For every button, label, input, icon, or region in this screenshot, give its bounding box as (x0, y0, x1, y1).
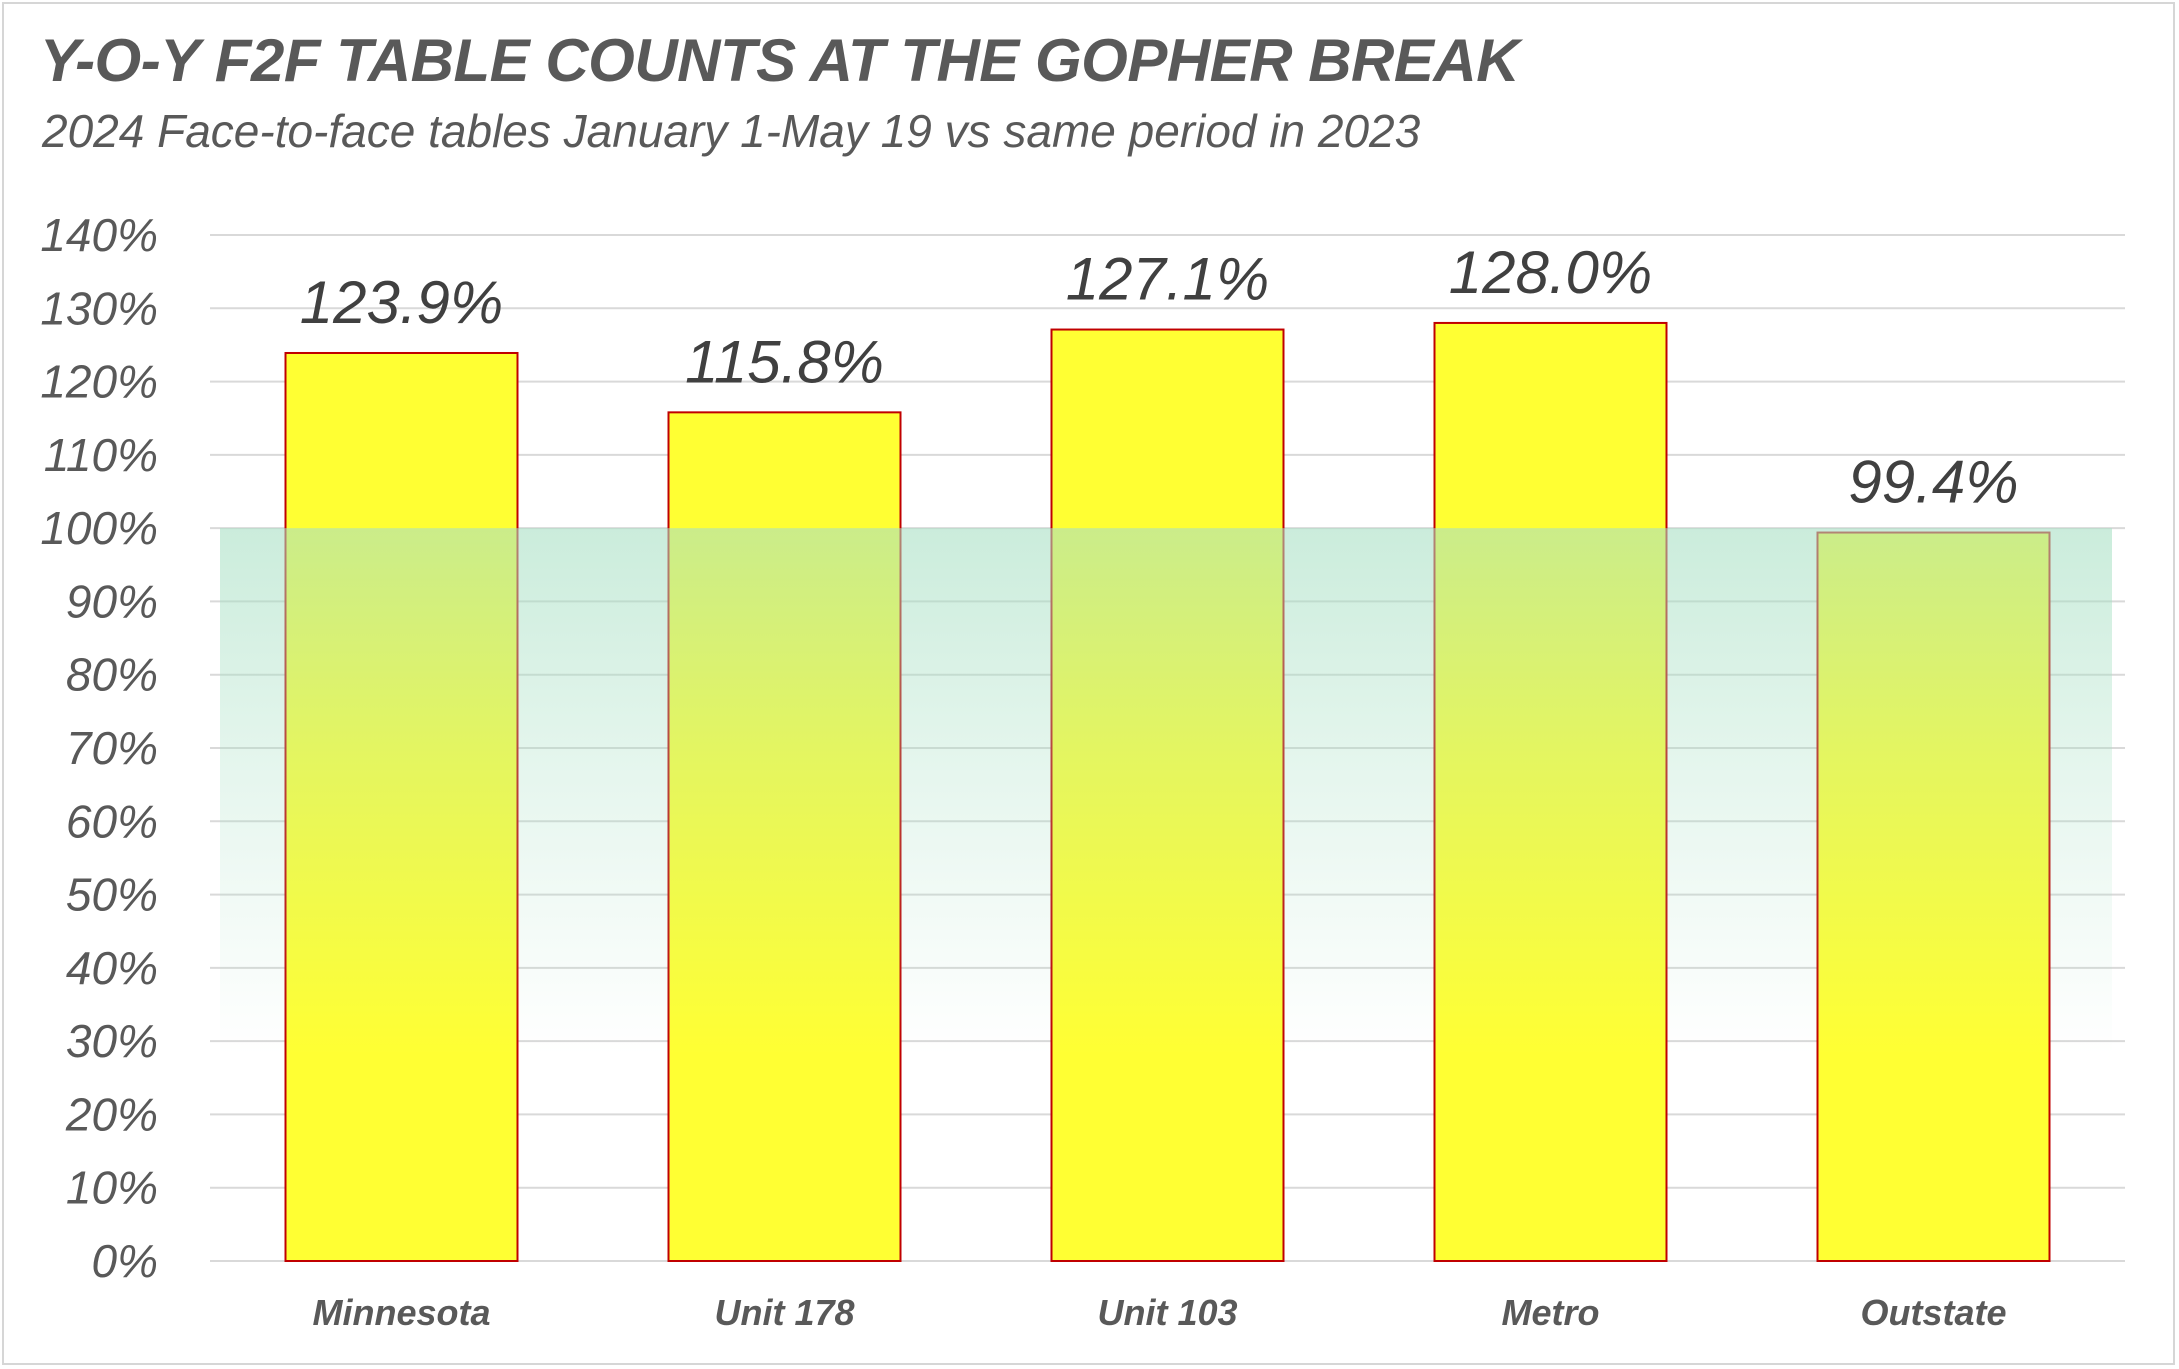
reference-band (220, 528, 2112, 1055)
chart-title: Y-O-Y F2F TABLE COUNTS AT THE GOPHER BRE… (40, 27, 1520, 94)
y-tick-label: 100% (40, 502, 158, 554)
y-tick-label: 130% (40, 282, 158, 334)
y-tick-label: 60% (66, 795, 158, 847)
category-label: Minnesota (312, 1292, 490, 1333)
data-label: 115.8% (685, 328, 884, 395)
y-tick-label: 110% (44, 429, 158, 481)
y-tick-label: 70% (66, 722, 158, 774)
y-tick-label: 20% (65, 1088, 158, 1140)
category-label: Metro (1502, 1292, 1600, 1333)
y-tick-label: 80% (66, 649, 158, 701)
data-label: 99.4% (1848, 449, 2018, 516)
y-tick-label: 0% (92, 1235, 158, 1287)
data-label: 127.1% (1066, 246, 1270, 313)
category-label: Unit 178 (714, 1292, 854, 1333)
y-tick-label: 10% (66, 1162, 158, 1214)
data-label: 128.0% (1449, 239, 1653, 306)
chart-subtitle: 2024 Face-to-face tables January 1-May 1… (42, 105, 1421, 157)
data-label: 123.9% (300, 269, 504, 336)
category-label: Outstate (1860, 1292, 2006, 1333)
y-tick-label: 50% (66, 869, 158, 921)
category-label: Unit 103 (1097, 1292, 1237, 1333)
x-axis: Minnesota Unit 178 Unit 103 Metro Outstate (312, 1292, 2006, 1333)
reference-band-fill (220, 528, 2112, 1055)
data-labels: 123.9% 115.8% 127.1% 128.0% 99.4% (300, 239, 2019, 516)
y-tick-label: 40% (66, 942, 158, 994)
y-axis: 0% 10% 20% 30% 40% 50% 60% 70% 80% 90% 100% 110% 120… (40, 209, 158, 1287)
y-tick-label: 120% (40, 356, 158, 408)
y-tick-label: 140% (40, 209, 158, 261)
y-tick-label: 90% (66, 575, 158, 627)
y-tick-label: 30% (66, 1015, 158, 1067)
